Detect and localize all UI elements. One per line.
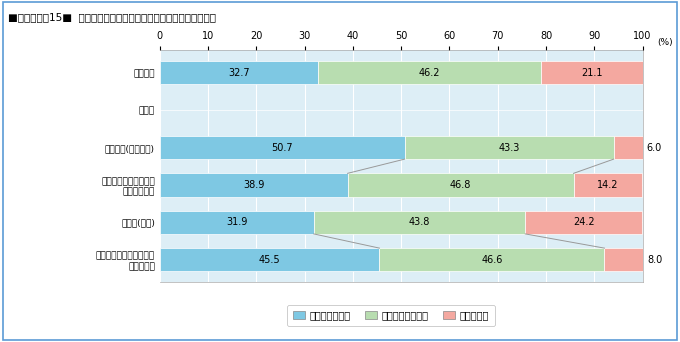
Legend: 補償されている, 補償されていない, わからない: 補償されている, 補償されていない, わからない: [287, 305, 495, 326]
Bar: [160, 248, 379, 271]
Bar: [318, 61, 541, 84]
Bar: [160, 136, 405, 159]
Text: 6.0: 6.0: [647, 143, 662, 153]
Text: 8.0: 8.0: [647, 255, 662, 265]
Bar: [313, 211, 525, 234]
Bar: [613, 136, 643, 159]
Text: 46.6: 46.6: [481, 255, 503, 265]
Text: 43.3: 43.3: [498, 143, 520, 153]
Bar: [541, 61, 643, 84]
Text: 45.5: 45.5: [259, 255, 280, 265]
Text: 38.9: 38.9: [243, 180, 265, 190]
Text: 43.8: 43.8: [409, 217, 430, 227]
Text: 46.8: 46.8: [450, 180, 471, 190]
Bar: [379, 248, 605, 271]
Bar: [160, 211, 313, 234]
Text: (%): (%): [657, 38, 673, 47]
Bar: [160, 61, 318, 84]
Text: 50.7: 50.7: [271, 143, 293, 153]
Text: 46.2: 46.2: [418, 68, 440, 78]
Bar: [573, 173, 642, 197]
Bar: [405, 136, 613, 159]
Bar: [160, 173, 347, 197]
Text: ■図３－１－15■  地震保険や建物更正共済等による保障（職業別）: ■図３－１－15■ 地震保険や建物更正共済等による保障（職業別）: [8, 12, 216, 22]
Bar: [605, 248, 643, 271]
Text: 32.7: 32.7: [228, 68, 250, 78]
Text: 14.2: 14.2: [597, 180, 619, 190]
Text: 21.1: 21.1: [581, 68, 602, 78]
Text: 31.9: 31.9: [226, 217, 248, 227]
Bar: [347, 173, 573, 197]
Text: 24.2: 24.2: [573, 217, 594, 227]
Bar: [525, 211, 642, 234]
